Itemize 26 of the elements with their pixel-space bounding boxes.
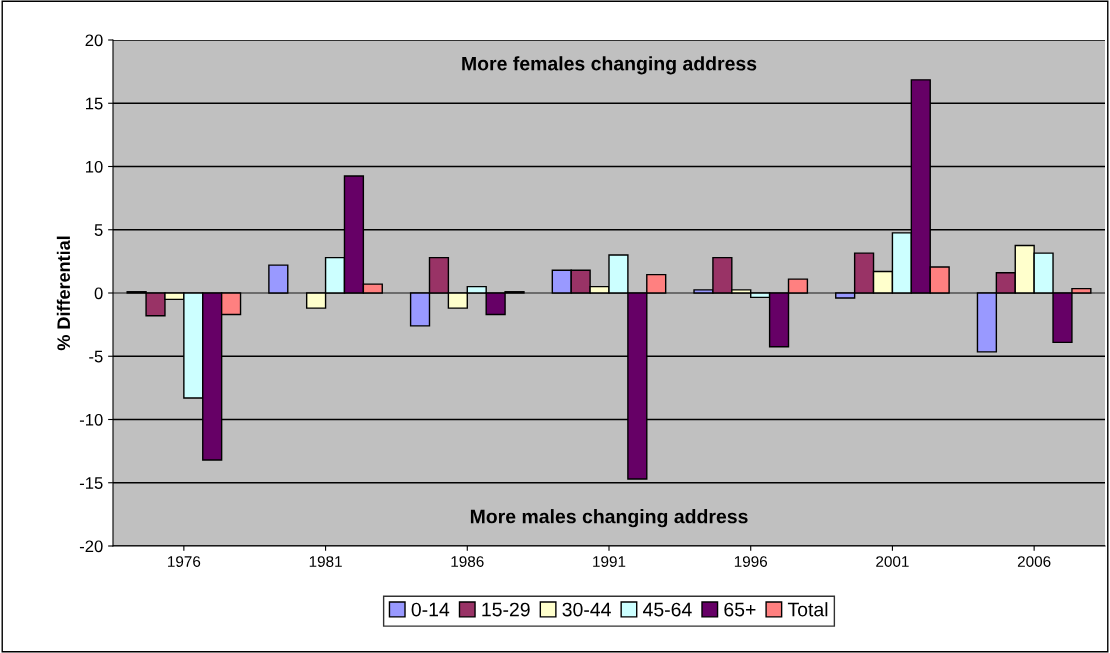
y-tick-label: 15	[86, 97, 103, 110]
x-tick-label: 2001	[876, 556, 909, 567]
y-tick-label: 20	[85, 34, 103, 47]
legend-label: 0-14	[411, 602, 450, 617]
legend-label: 65+	[724, 602, 756, 617]
annotation: More females changing address	[462, 56, 757, 75]
y-tick-label: -15	[79, 477, 103, 489]
bar	[268, 264, 289, 294]
x-tick-label: 1991	[593, 556, 626, 567]
legend-label: Total	[787, 602, 828, 617]
x-tick-label: 1981	[309, 556, 342, 567]
legend-label: 30-44	[562, 602, 611, 617]
legend-label: 45-64	[642, 602, 692, 617]
y-tick-label: -10	[79, 413, 103, 426]
legend-label: 15-29	[482, 602, 530, 617]
x-tick-label: 1986	[451, 556, 484, 567]
y-tick-label: -5	[89, 350, 103, 363]
x-tick-label: 1976	[168, 556, 201, 567]
x-tick-label: 2006	[1017, 556, 1051, 567]
y-axis-title: % Differential	[56, 236, 71, 351]
annotation: More males changing address	[470, 509, 748, 528]
y-tick-label: 0	[94, 287, 103, 300]
y-tick-label: 10	[86, 160, 103, 173]
x-tick-label: 1996	[734, 556, 768, 567]
y-tick-label: -20	[79, 540, 103, 553]
y-tick-label: 5	[94, 224, 103, 236]
